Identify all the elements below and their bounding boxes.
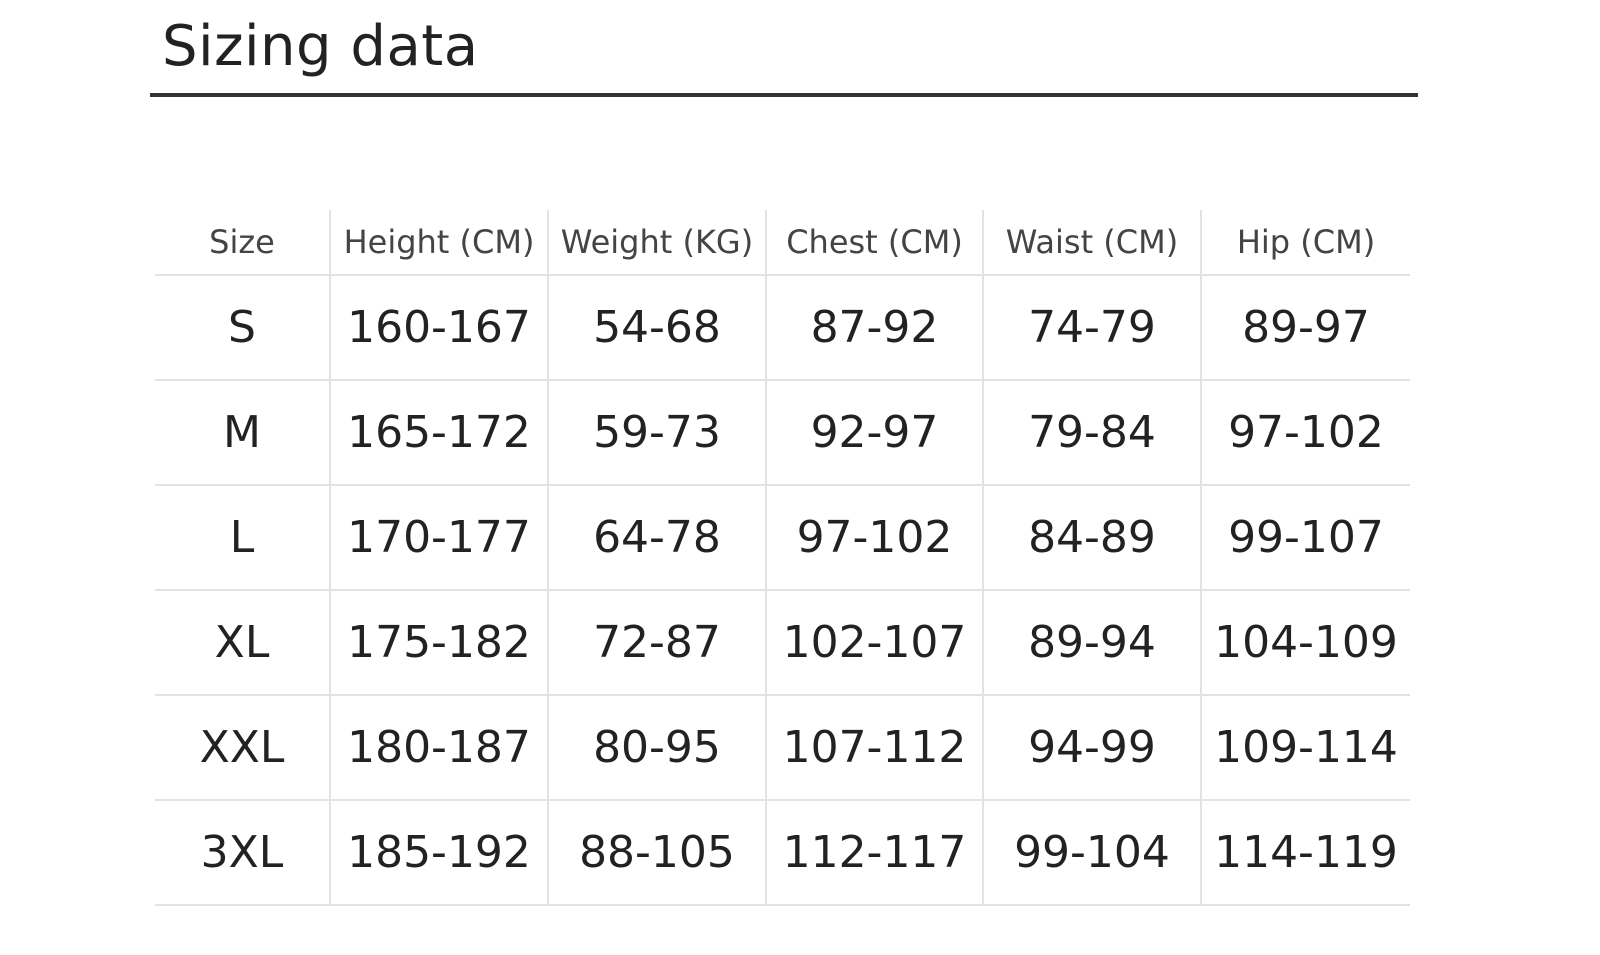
measure-cell: 88-105 bbox=[547, 800, 766, 906]
size-cell: 3XL bbox=[155, 800, 330, 906]
measure-cell: 114-119 bbox=[1200, 800, 1410, 906]
measure-cell: 109-114 bbox=[1200, 695, 1410, 801]
size-cell: L bbox=[155, 485, 330, 591]
table-body: S 160-167 54-68 87-92 74-79 89-97 M 165-172 59-7… bbox=[155, 275, 1410, 906]
measure-cell: 180-187 bbox=[329, 695, 548, 801]
measure-cell: 80-95 bbox=[547, 695, 766, 801]
measure-cell: 185-192 bbox=[329, 800, 548, 906]
measure-cell: 102-107 bbox=[765, 590, 983, 696]
table-row: M 165-172 59-73 92-97 79-84 97-102 bbox=[155, 380, 1410, 486]
measure-cell: 89-94 bbox=[982, 590, 1201, 696]
table-row: XXL 180-187 80-95 107-112 94-99 109-114 bbox=[155, 695, 1410, 801]
measure-cell: 97-102 bbox=[1200, 380, 1410, 486]
measure-cell: 165-172 bbox=[329, 380, 548, 486]
measure-cell: 97-102 bbox=[765, 485, 983, 591]
size-table: Size Height (CM) Weight (KG) Chest (CM) Wais… bbox=[155, 210, 1410, 906]
column-header: Weight (KG) bbox=[547, 210, 766, 276]
measure-cell: 175-182 bbox=[329, 590, 548, 696]
table-row: S 160-167 54-68 87-92 74-79 89-97 bbox=[155, 275, 1410, 381]
column-header: Height (CM) bbox=[329, 210, 548, 276]
measure-cell: 79-84 bbox=[982, 380, 1201, 486]
table-header: Size Height (CM) Weight (KG) Chest (CM) Wais… bbox=[155, 210, 1410, 276]
measure-cell: 92-97 bbox=[765, 380, 983, 486]
size-cell: M bbox=[155, 380, 330, 486]
measure-cell: 64-78 bbox=[547, 485, 766, 591]
measure-cell: 107-112 bbox=[765, 695, 983, 801]
measure-cell: 94-99 bbox=[982, 695, 1201, 801]
table-row: XL 175-182 72-87 102-107 89-94 104-109 bbox=[155, 590, 1410, 696]
column-header: Chest (CM) bbox=[765, 210, 983, 276]
size-cell: XL bbox=[155, 590, 330, 696]
page-title: Sizing data bbox=[162, 14, 479, 79]
title-underline bbox=[150, 93, 1418, 97]
measure-cell: 160-167 bbox=[329, 275, 548, 381]
measure-cell: 72-87 bbox=[547, 590, 766, 696]
column-header: Size bbox=[155, 210, 330, 276]
measure-cell: 99-104 bbox=[982, 800, 1201, 906]
measure-cell: 87-92 bbox=[765, 275, 983, 381]
measure-cell: 74-79 bbox=[982, 275, 1201, 381]
measure-cell: 170-177 bbox=[329, 485, 548, 591]
measure-cell: 59-73 bbox=[547, 380, 766, 486]
column-header: Hip (CM) bbox=[1200, 210, 1410, 276]
measure-cell: 112-117 bbox=[765, 800, 983, 906]
measure-cell: 54-68 bbox=[547, 275, 766, 381]
table-row: L 170-177 64-78 97-102 84-89 99-107 bbox=[155, 485, 1410, 591]
size-cell: S bbox=[155, 275, 330, 381]
measure-cell: 89-97 bbox=[1200, 275, 1410, 381]
measure-cell: 84-89 bbox=[982, 485, 1201, 591]
column-header: Waist (CM) bbox=[982, 210, 1201, 276]
measure-cell: 99-107 bbox=[1200, 485, 1410, 591]
table-row: 3XL 185-192 88-105 112-117 99-104 114-119 bbox=[155, 800, 1410, 906]
measure-cell: 104-109 bbox=[1200, 590, 1410, 696]
size-cell: XXL bbox=[155, 695, 330, 801]
header-row: Size Height (CM) Weight (KG) Chest (CM) Wais… bbox=[155, 210, 1410, 276]
